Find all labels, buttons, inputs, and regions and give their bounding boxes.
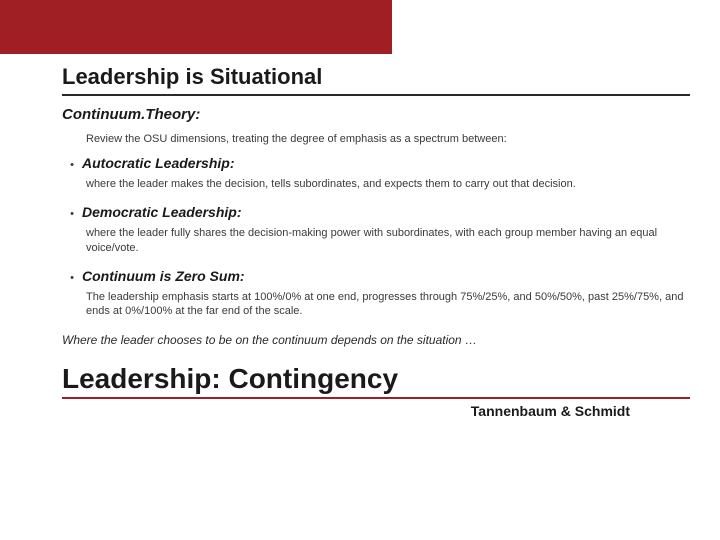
bullet-item: • Democratic Leadership: — [62, 204, 690, 220]
bullet-item: • Continuum is Zero Sum: — [62, 268, 690, 284]
slide-content: Leadership is Situational Continuum.Theo… — [62, 64, 690, 419]
bullet-body: where the leader fully shares the decisi… — [86, 226, 690, 256]
bullet-marker: • — [62, 159, 82, 171]
bullet-heading: Democratic Leadership: — [82, 204, 242, 220]
title-divider — [62, 94, 690, 96]
bullet-item: • Autocratic Leadership: — [62, 155, 690, 171]
bullet-body: The leadership emphasis starts at 100%/0… — [86, 290, 690, 320]
authors-text: Tannenbaum & Schmidt — [62, 403, 690, 419]
bullet-heading: Continuum is Zero Sum: — [82, 268, 245, 284]
slide-title: Leadership is Situational — [62, 64, 690, 90]
footer-divider — [62, 397, 690, 399]
section-subtitle: Continuum.Theory: — [62, 106, 690, 123]
header-accent-bar — [0, 0, 392, 54]
bullet-heading: Autocratic Leadership: — [82, 155, 234, 171]
bullet-marker: • — [62, 208, 82, 220]
footer-title: Leadership: Contingency — [62, 363, 690, 395]
intro-text: Review the OSU dimensions, treating the … — [86, 133, 690, 145]
bullet-marker: • — [62, 272, 82, 284]
conclusion-text: Where the leader chooses to be on the co… — [62, 333, 690, 347]
bullet-body: where the leader makes the decision, tel… — [86, 177, 690, 192]
